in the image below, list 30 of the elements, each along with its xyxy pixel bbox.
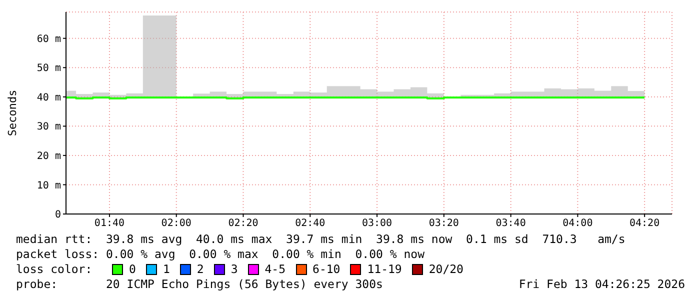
legend-label: 2 [196, 262, 204, 277]
x-tick-label: 02:20 [228, 218, 258, 230]
y-tick-label: 0 [54, 210, 61, 221]
legend-label: 1 [162, 262, 170, 277]
y-tick-label: 40 m [36, 92, 61, 104]
text: packet loss: 0.00 % avg 0.00 % max 0.00 % min 0.00 % now [16, 247, 426, 262]
y-tick-label: 10 m [36, 180, 61, 192]
x-tick-label: 04:00 [562, 218, 593, 230]
legend-label: 20/20 [428, 262, 464, 277]
x-tick-label: 01:40 [94, 218, 125, 230]
x-tick-label: 03:40 [496, 218, 526, 230]
text: median rtt: 39.8 ms avg 40.0 ms max 39.7 ms min 39.8 ms now 0.1 ms sd 710.3 am/s [16, 232, 626, 247]
legend-title: loss color: [16, 262, 94, 277]
legend-label: 4-5 [264, 262, 286, 277]
y-axis-title: Seconds [6, 90, 19, 136]
text: probe: 20 ICMP Echo Pings (56 Bytes) every 300s [16, 277, 383, 292]
x-tick-label: 03:20 [428, 218, 459, 230]
y-tick-label: 20 m [36, 151, 61, 162]
text: Fri Feb 13 04:26:25 2026 [518, 277, 685, 292]
legend-label: 11-19 [367, 262, 402, 277]
x-tick-label: 02:00 [161, 218, 192, 230]
legend-label: 0 [129, 262, 136, 277]
x-tick-label: 04:20 [630, 218, 660, 230]
x-tick-label: 02:40 [295, 218, 326, 230]
y-tick-label: 50 m [36, 63, 61, 74]
legend-label: 6-10 [312, 262, 340, 277]
y-tick-label: 30 m [36, 122, 61, 133]
x-tick-label: 03:00 [362, 218, 392, 230]
legend-label: 3 [230, 262, 238, 277]
y-tick-label: 60 m [36, 34, 61, 45]
